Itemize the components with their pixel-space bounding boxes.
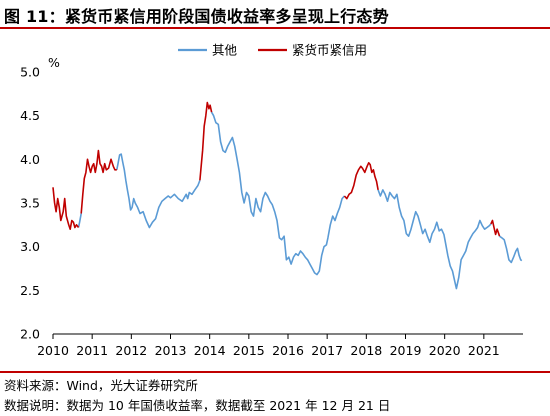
series-line-other [377, 189, 492, 290]
series-line-other [499, 235, 523, 264]
x-tick-label: 2017 [311, 343, 343, 358]
x-axis: 2010 2011 2012 2013 2014 2015 2016 2017 2018 2019… [37, 334, 500, 358]
y-tick-label: 3.0 [20, 239, 40, 254]
series-line-tight [199, 101, 213, 181]
legend-label-tight: 紧货币紧信用 [292, 43, 367, 58]
source-note: 资料来源：Wind，光大证券研究所 [4, 378, 198, 393]
x-tick-label: 2010 [37, 343, 69, 358]
x-tick-label: 2014 [194, 343, 226, 358]
x-tick-label: 2021 [468, 343, 500, 358]
y-axis: 2.0 2.5 3.0 3.5 4.0 4.5 5.0 [20, 65, 40, 342]
series-line-tight [80, 149, 117, 214]
x-tick-label: 2019 [390, 343, 422, 358]
y-tick-label: 4.5 [20, 108, 40, 123]
legend: 其他 紧货币紧信用 [178, 43, 367, 58]
y-tick-label: 3.5 [20, 196, 40, 211]
y-axis-unit: % [48, 55, 60, 70]
x-tick-label: 2016 [272, 343, 304, 358]
x-tick-label: 2015 [233, 343, 265, 358]
y-tick-label: 2.0 [20, 327, 40, 342]
series-line-tight [343, 162, 379, 200]
top-rule [0, 27, 550, 29]
series-line-tight [52, 187, 80, 230]
plot-area [52, 101, 523, 290]
series-line-other [116, 153, 201, 229]
x-tick-label: 2020 [429, 343, 461, 358]
data-note: 数据说明：数据为 10 年国债收益率，数据截至 2021 年 12 月 21 日 [4, 398, 391, 413]
y-tick-label: 5.0 [20, 65, 40, 80]
x-tick-label: 2013 [155, 343, 187, 358]
x-tick-label: 2011 [76, 343, 108, 358]
legend-label-other: 其他 [212, 43, 238, 58]
x-tick-label: 2018 [350, 343, 382, 358]
series-line-tight [490, 219, 501, 237]
series-line-other [77, 213, 82, 228]
bottom-rule [0, 371, 550, 373]
series-line-other [210, 111, 345, 276]
x-tick-label: 2012 [115, 343, 147, 358]
page-title: 图 11：紧货币紧信用阶段国债收益率多呈现上行态势 [4, 7, 389, 26]
y-tick-label: 2.5 [20, 283, 40, 298]
y-tick-label: 4.0 [20, 152, 40, 167]
line-chart: 其他 紧货币紧信用 % 2.02.53.03.54.04.55.0 2010 20… [20, 43, 523, 358]
